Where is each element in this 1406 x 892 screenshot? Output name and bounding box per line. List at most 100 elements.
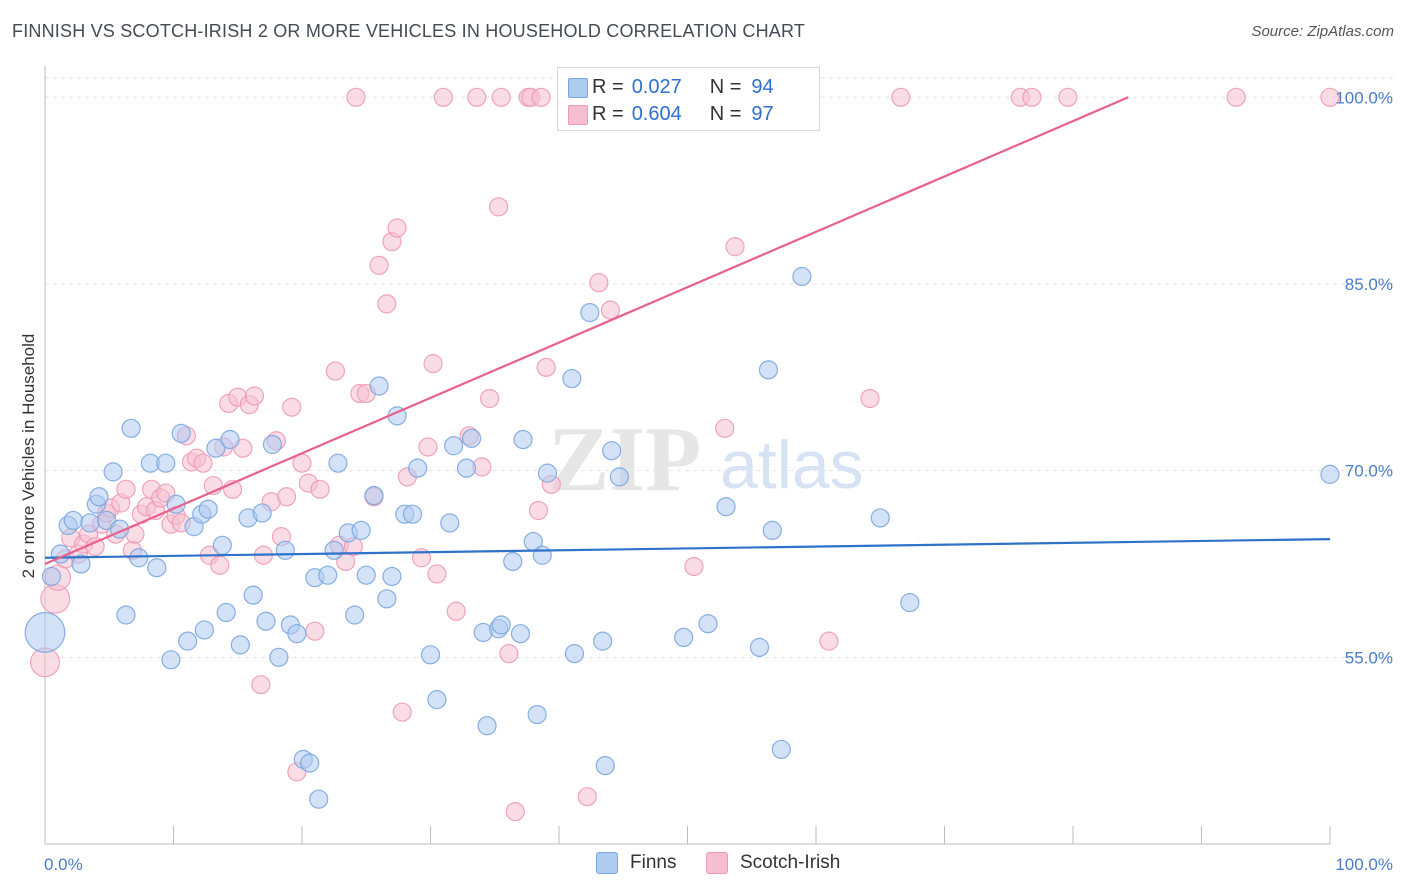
finns-point (762, 520, 782, 540)
scotch-irish-point (528, 500, 549, 521)
grid-lines (45, 77, 1394, 658)
scotch-irish-point (346, 87, 366, 107)
tick-labels: 55.0% 70.0% 85.0% 100.0% 0.0% 100.0% (44, 88, 1393, 874)
series-legend: Finns Scotch-Irish (0, 852, 1406, 878)
finns-point (1320, 464, 1340, 484)
finns-point (212, 535, 232, 555)
scotch-irish-point (536, 357, 556, 377)
scotch-irish-point (499, 643, 519, 664)
trendlines (44, 96, 1331, 565)
watermark-zip: ZIP (548, 408, 701, 510)
finns-point (602, 441, 622, 461)
finns-point (402, 504, 423, 524)
scotch-irish-point (369, 255, 389, 275)
legend-r-label: R = (592, 75, 624, 98)
y-axis-title: 2 or more Vehicles in Household (19, 334, 38, 579)
finns-point (269, 647, 289, 667)
finns-point (382, 566, 402, 587)
finns-point (252, 503, 272, 523)
scotch-irish-point (684, 556, 704, 577)
finns-point (194, 620, 214, 640)
y-tick-label: 70.0% (1345, 462, 1393, 481)
finns-point (243, 585, 263, 605)
finns-point (121, 418, 141, 438)
scotch-irish-point (392, 702, 412, 722)
finns-point (369, 376, 389, 396)
scotch-irish-point (577, 787, 597, 807)
finns-point (71, 554, 91, 574)
correlation-legend: R = 0.027 N = 94 R = 0.604 N = 97 (557, 67, 820, 131)
scotch-irish-trendline (44, 96, 1129, 565)
finns-point (440, 513, 460, 533)
finns-point (564, 643, 585, 664)
scotch-irish-point (244, 386, 265, 406)
finns-trendline (44, 537, 1331, 559)
finns-point (161, 650, 181, 670)
finns-point (300, 753, 320, 773)
finns-point (171, 423, 191, 443)
scotch-irish-point (418, 437, 438, 457)
scotch-irish-point (1226, 87, 1246, 107)
finns-point (674, 627, 694, 648)
finns-point (870, 508, 890, 528)
finns-point (377, 589, 397, 609)
finns-point (116, 605, 136, 625)
finns-point (420, 645, 441, 665)
finns-point (147, 558, 167, 578)
finns-point (609, 467, 629, 487)
scotch-irish-point (423, 354, 443, 374)
series-legend-label-scotch-irish: Scotch-Irish (740, 852, 841, 873)
scotch-irish-point (1320, 87, 1340, 107)
finns-point (216, 602, 236, 623)
series-legend-label-finns: Finns (630, 852, 677, 873)
scotch-irish-point (725, 237, 745, 257)
finns-point (262, 434, 283, 455)
scotch-irish-point (1058, 87, 1078, 107)
series-legend-swatch-scotch-irish (706, 852, 728, 874)
finns-point (698, 614, 718, 634)
finns-point (345, 605, 365, 625)
finns-point (24, 612, 66, 653)
finns-point (510, 624, 531, 644)
finns-point (792, 266, 812, 287)
finns-point (532, 545, 552, 565)
scotch-irish-point (433, 87, 453, 107)
finns-point (562, 368, 582, 389)
scotch-irish-point (491, 87, 511, 107)
legend-swatch-scotch-irish (568, 105, 588, 125)
finns-point (324, 540, 344, 560)
scotch-irish-point (505, 802, 525, 822)
legend-swatch-finns (568, 78, 588, 98)
finns-point (256, 611, 276, 631)
watermark-atlas: atlas (720, 427, 864, 503)
scotch-irish-point (531, 87, 551, 107)
legend-n-label: N = (709, 102, 742, 125)
finns-point (503, 551, 523, 572)
series-legend-finns[interactable]: Finns (596, 852, 676, 874)
finns-point (477, 716, 497, 736)
finns-point (63, 510, 83, 531)
scotch-irish-point (600, 300, 621, 320)
legend-r-label: R = (592, 102, 624, 125)
scotch-irish-point (1022, 87, 1042, 107)
finns-point (89, 487, 109, 507)
scotch-irish-point (891, 87, 911, 107)
y-tick-label: 85.0% (1345, 275, 1393, 294)
x-tick-label: 0.0% (44, 855, 83, 874)
finns-point (198, 499, 218, 519)
scotch-irish-point (819, 631, 839, 651)
legend-row-scotch-irish: R = 0.604 N = 97 (568, 100, 774, 128)
finns-point (595, 755, 615, 776)
finns-point (156, 453, 176, 473)
y-tick-label: 100.0% (1335, 88, 1393, 107)
series-legend-scotch-irish[interactable]: Scotch-Irish (706, 852, 840, 874)
finns-point (900, 592, 920, 613)
scotch-irish-point (377, 294, 397, 314)
finns-point (80, 513, 100, 533)
finns-point (462, 428, 482, 448)
finns-point (356, 565, 376, 585)
series-finns-points (24, 266, 1340, 809)
scotch-irish-point (276, 487, 297, 507)
scotch-irish-point (589, 273, 609, 293)
